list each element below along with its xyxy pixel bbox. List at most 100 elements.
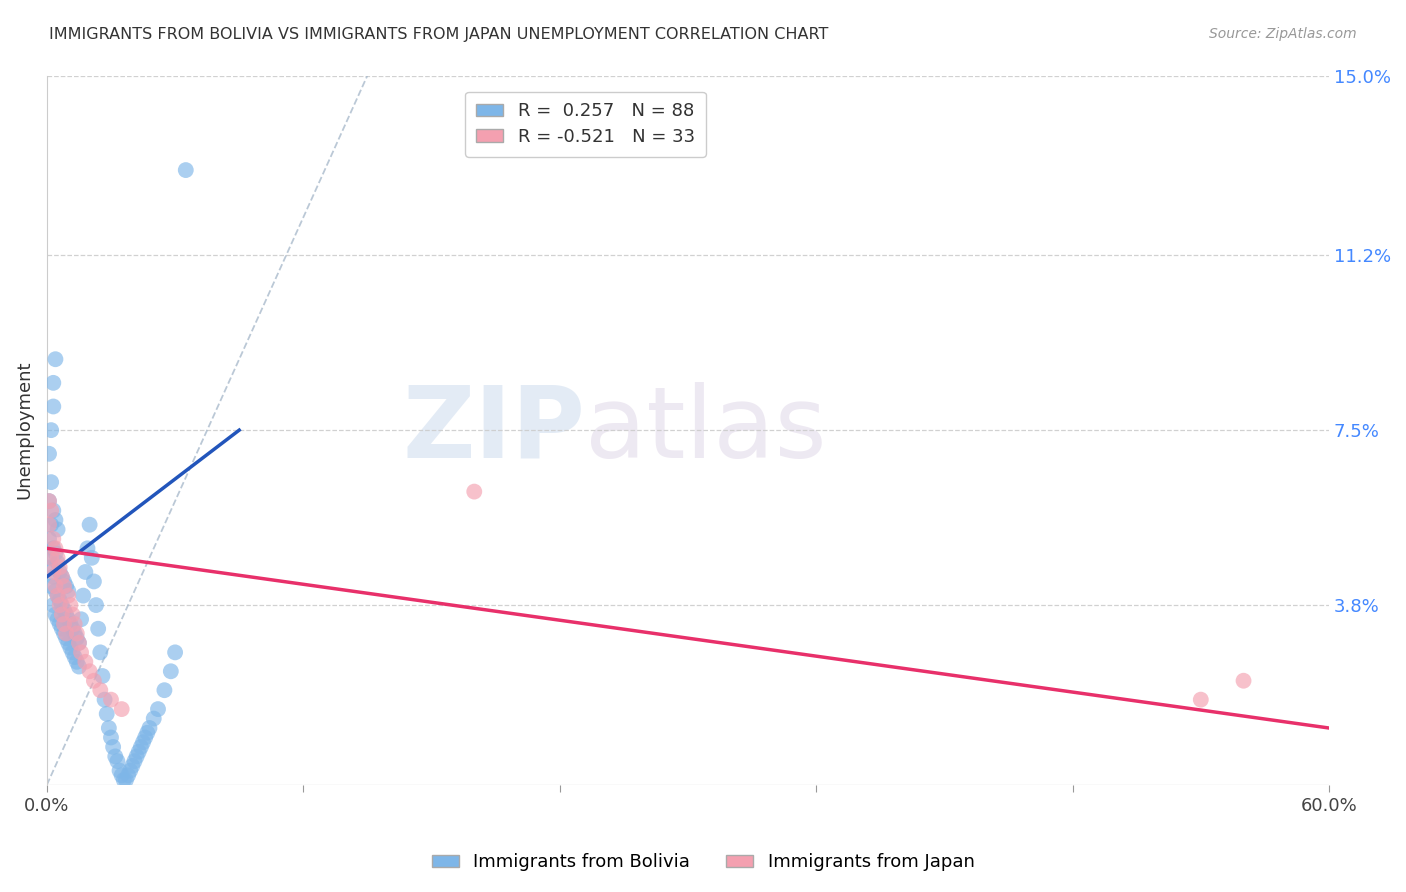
Point (76, 541, 98, 556)
Point (121, 759, 143, 773)
Point (117, 768, 139, 782)
Point (62, 622, 84, 636)
Point (101, 739, 124, 754)
Point (165, 645, 187, 659)
Point (58, 583, 80, 598)
Point (44, 513, 66, 527)
Point (38, 494, 60, 508)
Point (159, 665, 181, 679)
Point (75, 655, 97, 669)
Point (58, 636, 80, 650)
Point (107, 754, 129, 768)
Point (66, 626, 89, 640)
Point (42, 570, 65, 584)
Point (42, 376, 65, 390)
Point (83, 673, 105, 688)
Point (124, 754, 146, 768)
Point (44, 583, 66, 598)
Point (62, 645, 84, 659)
Point (136, 725, 159, 739)
Point (63, 626, 86, 640)
Legend: Immigrants from Bolivia, Immigrants from Japan: Immigrants from Bolivia, Immigrants from… (425, 847, 981, 879)
Point (125, 749, 148, 764)
Point (48, 593, 70, 607)
Point (111, 702, 134, 716)
Point (87, 622, 110, 636)
Point (53, 574, 76, 589)
Point (80, 550, 103, 565)
Point (174, 163, 197, 178)
Point (38, 494, 60, 508)
Point (104, 749, 127, 764)
Point (67, 659, 90, 673)
Point (44, 546, 66, 560)
Point (70, 645, 93, 659)
Point (138, 721, 160, 735)
Text: ZIP: ZIP (402, 382, 585, 479)
Point (46, 523, 69, 537)
Point (38, 550, 60, 565)
Point (89, 645, 111, 659)
Point (112, 772, 135, 787)
Point (39, 560, 62, 574)
Point (58, 589, 80, 603)
Point (129, 739, 152, 754)
Point (39, 550, 62, 565)
Point (46, 612, 69, 626)
Point (58, 612, 80, 626)
Point (79, 665, 101, 679)
Point (96, 706, 118, 721)
Point (42, 503, 65, 517)
Legend: R =  0.257   N = 88, R = -0.521   N = 33: R = 0.257 N = 88, R = -0.521 N = 33 (465, 92, 706, 156)
Point (108, 764, 131, 778)
Point (53, 603, 76, 617)
Point (53, 617, 76, 632)
Point (67, 636, 90, 650)
Point (46, 550, 69, 565)
Point (46, 589, 69, 603)
Point (66, 655, 89, 669)
Point (62, 607, 84, 622)
Point (146, 702, 169, 716)
Point (51, 598, 73, 612)
Point (53, 626, 76, 640)
Point (55, 607, 77, 622)
Point (59, 640, 82, 655)
Point (48, 617, 70, 632)
Point (38, 447, 60, 461)
Point (91, 669, 114, 683)
Point (1189, 692, 1212, 706)
Point (55, 631, 77, 645)
Point (48, 598, 70, 612)
Point (55, 626, 77, 640)
Point (132, 735, 155, 749)
Point (51, 607, 73, 622)
Point (100, 731, 122, 745)
Point (46, 589, 69, 603)
Point (84, 598, 107, 612)
Point (66, 631, 89, 645)
Point (134, 731, 156, 745)
Point (153, 683, 176, 698)
Point (46, 556, 69, 570)
Point (89, 683, 111, 698)
Point (53, 579, 76, 593)
Point (44, 352, 66, 367)
Point (63, 650, 86, 665)
Point (38, 517, 60, 532)
Point (128, 745, 150, 759)
Point (38, 532, 60, 546)
Point (59, 617, 82, 632)
Point (59, 598, 82, 612)
Point (83, 574, 105, 589)
Point (51, 570, 73, 584)
Point (39, 475, 62, 490)
Point (51, 622, 73, 636)
Point (44, 541, 66, 556)
Point (42, 598, 65, 612)
Point (48, 565, 70, 579)
Point (51, 570, 73, 584)
Point (120, 764, 142, 778)
Text: atlas: atlas (585, 382, 827, 479)
Point (463, 484, 485, 499)
